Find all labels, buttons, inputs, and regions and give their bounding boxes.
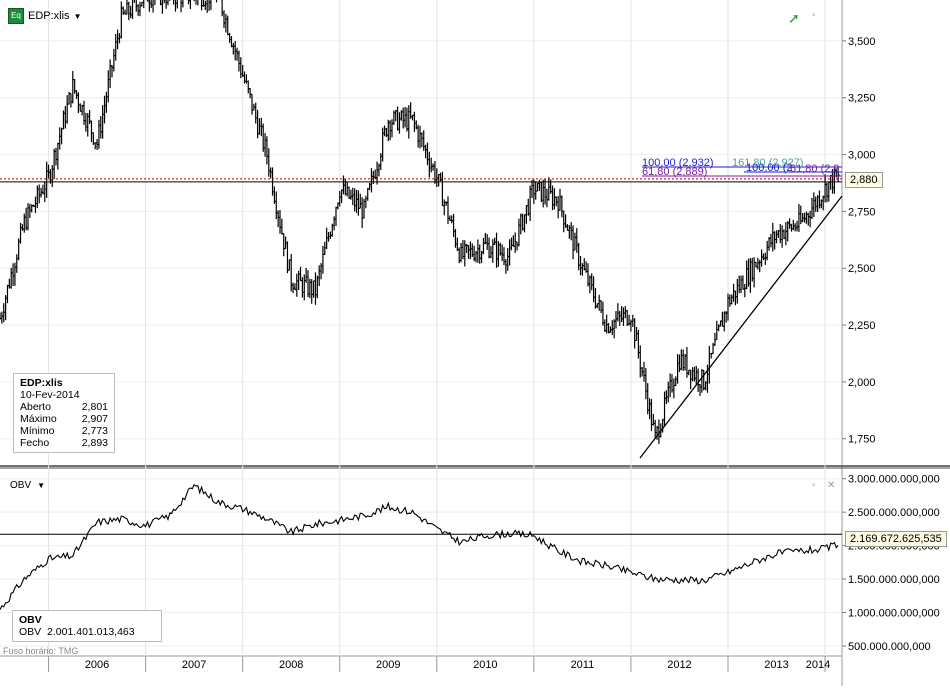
price-tick-label: 2,500 <box>848 263 876 275</box>
restore-icon[interactable]: ▫ <box>812 480 816 491</box>
current-price-label: 2,880 <box>845 172 883 188</box>
obv-indicator-selector[interactable]: OBV ▼ <box>10 480 45 491</box>
fib-label: 61,80 (2,889) <box>642 166 707 178</box>
obv-tick-label: 3.000.000.000,000 <box>848 474 940 486</box>
year-label: 2007 <box>182 659 206 671</box>
fib-label: 61,80 (2,9 <box>790 163 840 175</box>
tooltip-title: OBV <box>19 614 42 626</box>
price-tick-label: 2,000 <box>848 377 876 389</box>
tooltip-key: Máximo <box>20 413 57 425</box>
year-label: 2013 <box>764 659 788 671</box>
tooltip-date: 10-Fev-2014 <box>20 389 80 401</box>
obv-label: OBV <box>10 480 32 491</box>
current-obv-label: 2.169.672.625,535 <box>845 531 947 547</box>
obv-tick-label: 1.500.000.000,000 <box>848 574 940 586</box>
fib-label: 161,80 (2,927) <box>732 157 804 169</box>
chevron-down-icon[interactable]: ▼ <box>73 11 82 21</box>
tooltip-value: 2,907 <box>81 413 108 425</box>
obv-tick-label: 500.000.000,000 <box>848 641 931 653</box>
price-tick-label: 3,500 <box>848 36 876 48</box>
year-label: 2008 <box>279 659 303 671</box>
tooltip-key: OBV <box>19 626 42 638</box>
restore-icon[interactable]: ▫ <box>812 10 816 21</box>
year-label: 2011 <box>571 659 595 671</box>
tooltip-value: 2.001.401.013,463 <box>47 626 135 638</box>
symbol-selector[interactable]: Eq EDP:xlis ▼ <box>8 8 81 24</box>
obv-series-line <box>0 483 839 610</box>
price-tick-label: 1,750 <box>848 434 876 446</box>
year-label: 2014 <box>806 659 830 671</box>
tooltip-value: 2,801 <box>81 401 108 413</box>
year-label: 2006 <box>85 659 109 671</box>
trend-line <box>639 195 843 459</box>
obv-tick-label: 2.500.000.000,000 <box>848 507 940 519</box>
tooltip-key: Mínimo <box>20 425 55 437</box>
year-label: 2012 <box>667 659 691 671</box>
price-tooltip: EDP:xlis 10-Fev-2014 Aberto 2,801 Máximo 2… <box>13 373 115 453</box>
obv-tooltip: OBV OBV 2.001.401.013,463 <box>12 610 162 642</box>
close-icon[interactable]: ✕ <box>827 480 836 491</box>
price-tick-label: 3,000 <box>848 150 876 162</box>
equity-icon: Eq <box>8 8 24 24</box>
price-tick-label: 2,750 <box>848 206 876 218</box>
tooltip-value: 2,773 <box>81 425 108 437</box>
fib-label: 100,00 (2,932) <box>642 157 714 169</box>
year-label: 2010 <box>473 659 497 671</box>
tooltip-value: 2,893 <box>81 437 108 449</box>
year-label: 2009 <box>376 659 400 671</box>
price-tick-label: 3,250 <box>848 93 876 105</box>
chevron-down-icon[interactable]: ▼ <box>37 481 46 490</box>
symbol-label: EDP:xlis <box>28 10 70 22</box>
tooltip-key: Fecho <box>20 437 50 449</box>
tooltip-title: EDP:xlis <box>20 377 63 389</box>
trend-arrow-icon[interactable]: ➚ <box>788 10 800 26</box>
timezone-label: Fuso horário: TMG <box>3 646 79 656</box>
obv-tick-label: 1.000.000.000,000 <box>848 608 940 620</box>
tooltip-key: Aberto <box>20 401 51 413</box>
price-tick-label: 2,250 <box>848 320 876 332</box>
fib-label: 100,00 (2 <box>746 162 792 174</box>
